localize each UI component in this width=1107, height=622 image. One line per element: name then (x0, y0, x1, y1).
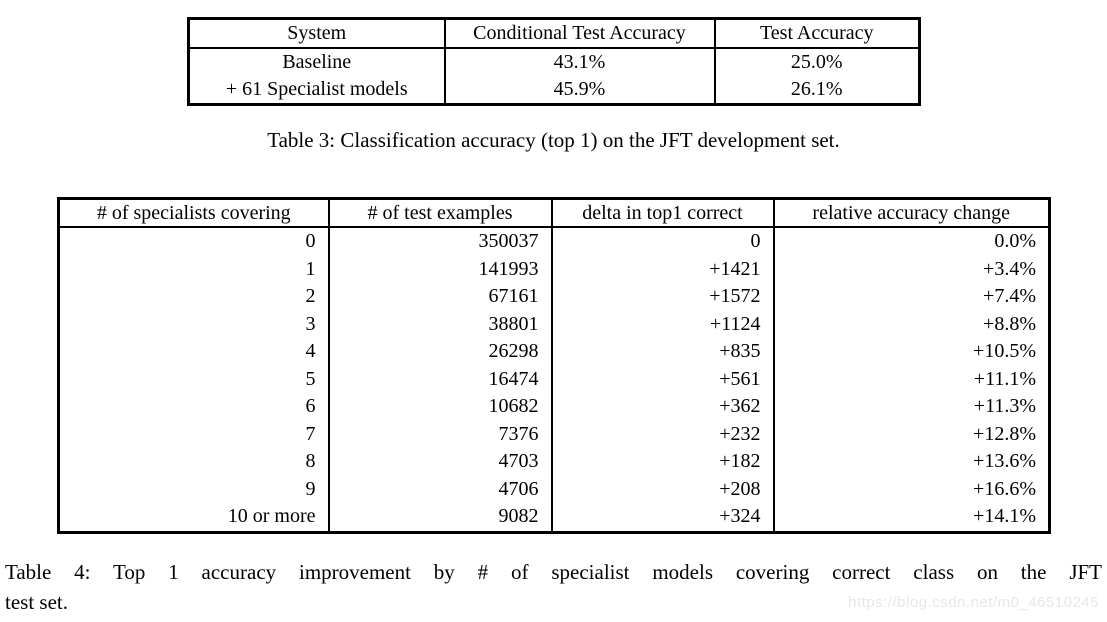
table4-cell: +3.4% (772, 255, 1050, 283)
table4-cell: 3 (305, 312, 316, 335)
table3-header-row: System Conditional Test Accuracy Test Ac… (188, 18, 920, 49)
table4-row: 10 or more 9082 +324 +14.1% (59, 503, 1050, 532)
table3-cell: Baseline (282, 51, 352, 73)
table4-row: 4 26298 +835 +10.5% (59, 338, 1050, 366)
table3-col-conditional-test-accuracy: Conditional Test Accuracy (443, 18, 715, 49)
table4-cell: +232 (550, 420, 774, 448)
table4-cell: +1124 (550, 310, 774, 338)
table4-specialist-coverage: # of specialists covering # of test exam… (57, 197, 1051, 534)
table4-row: 8 4703 +182 +13.6% (59, 448, 1050, 476)
table4-cell: 67161 (327, 283, 552, 311)
table3-caption: Table 3: Classification accuracy (top 1)… (267, 128, 840, 152)
table4-cell: +14.1% (772, 503, 1050, 532)
table4-cell: 7 (305, 422, 316, 445)
table4-row: 0 350037 0 0.0% (59, 227, 1050, 256)
table4-cell: 26298 (327, 338, 552, 366)
table4-cell: +7.4% (772, 283, 1050, 311)
table4-col-specialists-covering: # of specialists covering (58, 198, 329, 228)
table4-cell: +10.5% (772, 338, 1050, 366)
table4-row: 3 38801 +1124 +8.8% (59, 310, 1050, 338)
table4-cell: +324 (550, 503, 774, 532)
table4-cell: 0 (305, 230, 316, 252)
table3-jft-dev-accuracy: System Conditional Test Accuracy Test Ac… (187, 17, 921, 106)
table4-cell: 1 (305, 257, 316, 280)
csdn-watermark: https://blog.csdn.net/m0_46510245 (848, 594, 1099, 611)
table4-cell: +16.6% (772, 475, 1050, 503)
table3-cell: + 61 Specialist models (225, 78, 408, 100)
table4-cell: +11.3% (772, 393, 1050, 421)
table4-cell: +561 (550, 365, 774, 393)
table4-cell: 5 (305, 367, 316, 390)
table4-col-test-examples: # of test examples (327, 198, 552, 228)
table3-col-test-accuracy: Test Accuracy (713, 18, 920, 49)
table4-caption-line2: test set. (5, 590, 68, 614)
table4-cell: 9082 (327, 503, 552, 532)
table4-caption-line1: Table 4: Top 1 accuracy improvement by #… (5, 560, 1102, 584)
table4-header-row: # of specialists covering # of test exam… (58, 198, 1050, 228)
table3-col-system: System (188, 18, 445, 49)
table4-cell: 4703 (327, 448, 552, 476)
table4-cell: 10682 (327, 393, 552, 421)
table4-cell: 8 (305, 450, 316, 472)
table4-cell: 4706 (327, 475, 552, 503)
table4-row: 1 141993 +1421 +3.4% (59, 255, 1050, 283)
table4-row: 6 10682 +362 +11.3% (59, 393, 1050, 421)
table4-cell: +1572 (550, 283, 774, 311)
table4-cell: 7376 (327, 420, 552, 448)
table4-caption: Table 4: Top 1 accuracy improvement by #… (5, 557, 1102, 617)
table4-cell: +362 (550, 393, 774, 421)
table4-cell: 141993 (327, 255, 552, 283)
table4-col-relative-accuracy: relative accuracy change (772, 198, 1050, 228)
table4-row: 2 67161 +1572 +7.4% (59, 283, 1050, 311)
table4-cell: +11.1% (772, 365, 1050, 393)
table3-cell: 26.1% (713, 76, 920, 105)
table3-cell: 43.1% (443, 48, 715, 76)
table4-row: 5 16474 +561 +11.1% (59, 365, 1050, 393)
table4-cell: +8.8% (772, 310, 1050, 338)
table4-cell: 0.0% (772, 227, 1050, 256)
table4-cell: 2 (305, 285, 316, 307)
table4-cell: 350037 (327, 227, 552, 256)
table4-col-delta-top1: delta in top1 correct (550, 198, 774, 228)
table4-cell: 10 or more (227, 505, 316, 527)
table4-cell: 0 (550, 227, 774, 256)
table4-cell: 4 (305, 340, 316, 362)
table4-cell: +13.6% (772, 448, 1050, 476)
table4-cell: 9 (305, 477, 316, 500)
table3-cell: 25.0% (713, 48, 920, 76)
table4-cell: +1421 (550, 255, 774, 283)
table4-cell: +182 (550, 448, 774, 476)
table3-cell: 45.9% (443, 76, 715, 105)
table4-cell: +835 (550, 338, 774, 366)
table4-row: 7 7376 +232 +12.8% (59, 420, 1050, 448)
table4-row: 9 4706 +208 +16.6% (59, 475, 1050, 503)
table4-cell: 16474 (327, 365, 552, 393)
table4-cell: 38801 (327, 310, 552, 338)
table4-cell: 6 (305, 395, 316, 417)
table4-cell: +12.8% (772, 420, 1050, 448)
table3-row-specialists: + 61 Specialist models 45.9% 26.1% (189, 76, 920, 105)
table3-row-baseline: Baseline 43.1% 25.0% (189, 48, 920, 76)
table4-cell: +208 (550, 475, 774, 503)
